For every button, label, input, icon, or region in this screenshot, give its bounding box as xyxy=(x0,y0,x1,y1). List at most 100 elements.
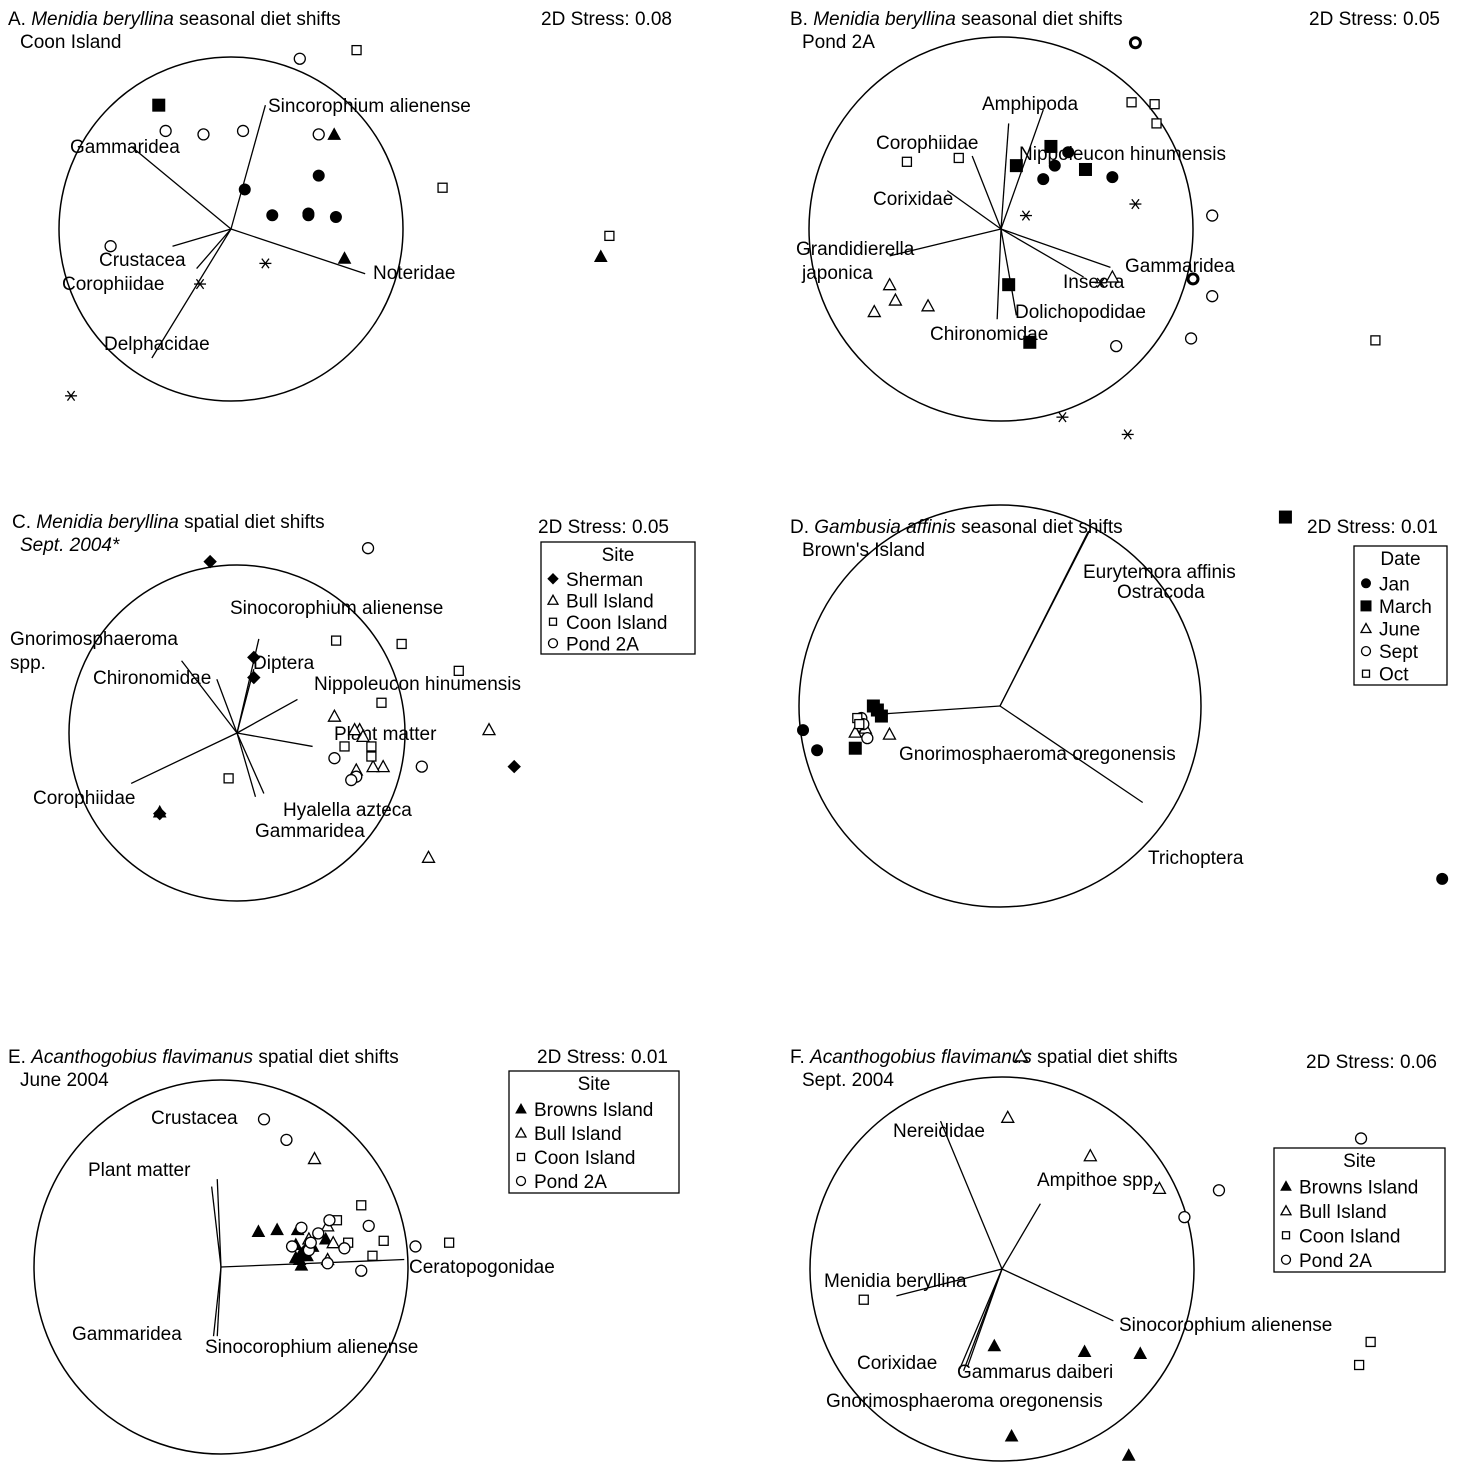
vector-delphacidae xyxy=(151,228,232,359)
panel-f: F. Acanthogobius flavimanus spatial diet… xyxy=(790,1047,1446,1462)
legend-entry-bull-island: Bull Island xyxy=(534,1124,622,1145)
correlation-circle xyxy=(58,56,404,402)
sample-point-osq xyxy=(351,44,362,56)
title-part: Menidia beryllina xyxy=(31,9,174,30)
sample-point-otri xyxy=(421,849,436,863)
legend-entry-pond-2a: Pond 2A xyxy=(534,1172,607,1193)
legend-marker-ftri xyxy=(515,1102,527,1114)
vector-label-corixidae: Corixidae xyxy=(873,189,953,210)
vector-gammaridea xyxy=(130,145,232,230)
stress-value: 2D Stress: 0.05 xyxy=(1309,9,1440,30)
sample-point-otri xyxy=(355,729,371,743)
sample-point-otri xyxy=(1152,1181,1167,1195)
sample-point-ocirc xyxy=(285,1240,299,1253)
sample-point-ocirc xyxy=(1184,332,1198,345)
vector-chironomidae xyxy=(996,228,1002,320)
sample-point-ftri xyxy=(152,804,167,818)
vector-label-delphacidae: Delphacidae xyxy=(104,334,210,355)
vector-crustacea xyxy=(216,1179,222,1268)
sample-point-star xyxy=(1019,210,1032,221)
panel-subtitle: June 2004 xyxy=(20,1070,109,1091)
legend-title: Site xyxy=(1343,1151,1376,1172)
sample-point-otri xyxy=(1083,1148,1098,1162)
vector-label-corophiidae: Corophiidae xyxy=(33,788,135,809)
sample-point-star xyxy=(259,258,272,269)
legend-entry-bull-island: Bull Island xyxy=(566,591,654,612)
sample-point-ocirc xyxy=(197,128,210,141)
title-part: Acanthogobius flavimanus xyxy=(809,1047,1032,1068)
vector-label-menidia-beryllina: Menidia beryllina xyxy=(824,1271,967,1292)
legend-entry-sept: Sept xyxy=(1379,642,1419,663)
legend-entry-jan: Jan xyxy=(1379,574,1410,595)
vector-label-diptera: Diptera xyxy=(253,653,315,674)
sample-point-fcirc xyxy=(329,210,342,223)
sample-point-ftri xyxy=(251,1224,266,1237)
sample-point-osq xyxy=(330,635,342,646)
stress-value: 2D Stress: 0.08 xyxy=(541,9,672,30)
sample-point-otri xyxy=(848,724,863,738)
vector-label-corophiidae: Corophiidae xyxy=(876,133,978,154)
sample-point-fcirc xyxy=(1062,146,1075,159)
vector-corixidae xyxy=(946,190,1002,230)
legend-entry-pond-2a: Pond 2A xyxy=(1299,1251,1372,1272)
sample-point-fdia xyxy=(203,554,217,569)
vector-plant-matter xyxy=(236,732,313,748)
legend-marker-otri xyxy=(1279,1204,1293,1216)
legend-marker-osq xyxy=(516,1152,526,1162)
vector-label-corixidae: Corixidae xyxy=(857,1353,937,1374)
sample-point-ftri xyxy=(1133,1346,1148,1359)
vector-label-gnorimosphaeroma-spp: Gnorimosphaeroma spp. xyxy=(10,629,178,674)
title-part: seasonal diet shifts xyxy=(956,517,1123,538)
legend-entry-coon-island: Coon Island xyxy=(534,1148,635,1169)
sample-point-osq xyxy=(854,718,865,730)
panel-subtitle: Sept. 2004 xyxy=(802,1070,894,1091)
vector-label-gnorimosphaeroma-oregonensis: Gnorimosphaeroma oregonensis xyxy=(899,744,1176,765)
sample-point-otri xyxy=(920,298,936,312)
vector-label-sinocorophium-alienense: Sinocorophium alienense xyxy=(230,598,443,619)
vector-gammaridea xyxy=(236,732,257,798)
legend-entry-browns-island: Browns Island xyxy=(534,1100,653,1121)
vector-sinocorophium-alienense xyxy=(216,1266,222,1337)
vector-plant-matter xyxy=(211,1186,222,1268)
legend-entry-browns-island: Browns Island xyxy=(1299,1177,1418,1198)
panel-title: B. Menidia beryllina seasonal diet shift… xyxy=(790,9,1123,30)
title-part: B. xyxy=(790,9,813,30)
panel-title: F. Acanthogobius flavimanus spatial diet… xyxy=(790,1047,1178,1068)
sample-point-fsq xyxy=(874,709,888,723)
legend-entry-pond-2a: Pond 2A xyxy=(566,634,639,655)
sample-point-otri xyxy=(327,708,342,722)
sample-point-osq xyxy=(1370,335,1381,346)
vector-dolichopodidae xyxy=(1000,228,1017,316)
sample-point-fcirc xyxy=(1106,171,1119,184)
sample-point-otri xyxy=(326,1235,341,1249)
sample-point-otri xyxy=(867,304,882,318)
sample-point-ocirc xyxy=(1212,1184,1226,1197)
stress-value: 2D Stress: 0.05 xyxy=(538,517,669,538)
vector-label-sincorophium-alienense: Sincorophium alienense xyxy=(268,96,471,117)
sample-point-ocirc xyxy=(280,1133,293,1146)
sample-point-otri xyxy=(376,759,391,773)
stress-value: 2D Stress: 0.01 xyxy=(537,1047,668,1068)
vector-label-gammaridea: Gammaridea xyxy=(255,821,365,842)
title-part: Menidia beryllina xyxy=(813,9,956,30)
title-part: spatial diet shifts xyxy=(253,1047,399,1068)
panel-title: C. Menidia beryllina spatial diet shifts xyxy=(12,512,325,533)
vector-label-noteridae: Noteridae xyxy=(373,263,455,284)
sample-point-otri xyxy=(1105,269,1120,283)
vector-trichoptera xyxy=(999,705,1144,804)
sample-point-otri xyxy=(888,292,903,306)
legend-marker-osq xyxy=(1281,1231,1291,1240)
vector-label-amphipoda: Amphipoda xyxy=(982,94,1079,115)
vector-label-chironomidae: Chironomidae xyxy=(93,668,211,689)
legend-marker-ocirc xyxy=(515,1175,527,1187)
vector-nippoleucon-hinumensis xyxy=(1000,123,1010,230)
legend-entry-oct: Oct xyxy=(1379,665,1409,686)
sample-point-ftri xyxy=(1121,1448,1136,1461)
legend-box xyxy=(540,541,696,655)
sample-point-ftri xyxy=(1077,1344,1092,1358)
sample-point-fsq xyxy=(1023,335,1037,349)
vector-label-trichoptera: Trichoptera xyxy=(1148,848,1244,869)
panel-d: D. Gambusia affinis seasonal diet shifts… xyxy=(790,504,1449,908)
panel-subtitle: Brown's Island xyxy=(802,540,925,561)
panel-title: E. Acanthogobius flavimanus spatial diet… xyxy=(8,1047,399,1068)
